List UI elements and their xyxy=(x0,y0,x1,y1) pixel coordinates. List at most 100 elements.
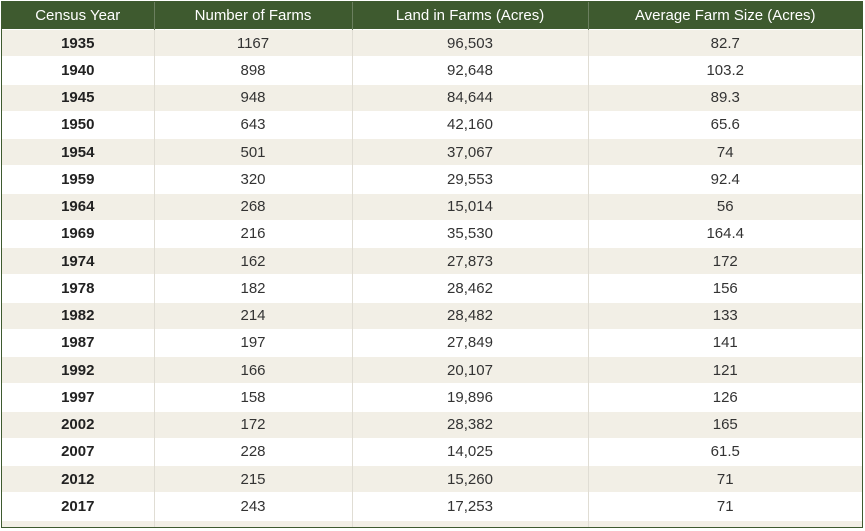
cell-number-of-farms: 214 xyxy=(154,301,353,330)
cell-number-of-farms: 197 xyxy=(154,328,353,357)
cell-number-of-farms: 162 xyxy=(154,246,353,275)
cell-average-farm-size: 74 xyxy=(588,137,862,166)
column-header-land-in-farms: Land in Farms (Acres) xyxy=(352,2,589,30)
cell-census-year: 1974 xyxy=(2,246,155,275)
table-row: 1982 214 28,482 133 xyxy=(2,301,862,330)
cell-number-of-farms: 243 xyxy=(154,492,353,520)
cell-number-of-farms: 172 xyxy=(154,410,353,439)
cell-census-year: 1959 xyxy=(2,165,155,193)
cell-average-farm-size: 172 xyxy=(588,246,862,275)
cell-average-farm-size: 133 xyxy=(588,301,862,330)
table-row: 1992 166 20,107 121 xyxy=(2,355,862,384)
cell-land-in-farms: 96,503 xyxy=(352,28,589,57)
table-row: 1935 1167 96,503 82.7 xyxy=(2,28,862,57)
cell-census-year: 1969 xyxy=(2,219,155,248)
cell-number-of-farms: 228 xyxy=(154,437,353,466)
table-row: 1969 216 35,530 164.4 xyxy=(2,219,862,248)
cell-land-in-farms: 35,530 xyxy=(352,219,589,248)
table-header: Census Year Number of Farms Land in Farm… xyxy=(2,2,862,30)
cell-average-farm-size: 164.4 xyxy=(588,219,862,248)
cell-number-of-farms: 166 xyxy=(154,355,353,384)
cell-number-of-farms: 320 xyxy=(154,165,353,193)
column-header-census-year: Census Year xyxy=(2,2,155,30)
cell-average-farm-size: 141 xyxy=(588,328,862,357)
cell-census-year: 1987 xyxy=(2,328,155,357)
cell-average-farm-size: 50 xyxy=(588,519,862,527)
cell-average-farm-size: 71 xyxy=(588,464,862,493)
cell-land-in-farms: 28,462 xyxy=(352,274,589,302)
cell-census-year: 1982 xyxy=(2,301,155,330)
cell-census-year: 1950 xyxy=(2,110,155,139)
table-row: 2002 172 28,382 165 xyxy=(2,410,862,439)
table-row: 2012 215 15,260 71 xyxy=(2,464,862,493)
cell-average-farm-size: 121 xyxy=(588,355,862,384)
cell-land-in-farms: 15,014 xyxy=(352,192,589,221)
table-row: 1987 197 27,849 141 xyxy=(2,328,862,357)
cell-average-farm-size: 65.6 xyxy=(588,110,862,139)
cell-average-farm-size: 165 xyxy=(588,410,862,439)
table-body: 1935 1167 96,503 82.7 1940 898 92,648 103.2 1945… xyxy=(2,28,862,527)
cell-number-of-farms: 158 xyxy=(154,383,353,411)
table-row: 1964 268 15,014 56 xyxy=(2,192,862,221)
cell-land-in-farms: 28,482 xyxy=(352,301,589,330)
header-row: Census Year Number of Farms Land in Farm… xyxy=(2,2,862,30)
cell-average-farm-size: 92.4 xyxy=(588,165,862,193)
cell-census-year: 1992 xyxy=(2,355,155,384)
cell-land-in-farms: 20,107 xyxy=(352,355,589,384)
table-row: 1954 501 37,067 74 xyxy=(2,137,862,166)
table-row: 1997 158 19,896 126 xyxy=(2,383,862,411)
cell-census-year: 1945 xyxy=(2,83,155,112)
cell-average-farm-size: 103.2 xyxy=(588,56,862,84)
cell-number-of-farms: 501 xyxy=(154,137,353,166)
cell-average-farm-size: 61.5 xyxy=(588,437,862,466)
cell-census-year: 1978 xyxy=(2,274,155,302)
cell-number-of-farms: 643 xyxy=(154,110,353,139)
table-row: 2017 243 17,253 71 xyxy=(2,492,862,520)
cell-land-in-farms: 28,382 xyxy=(352,410,589,439)
cell-land-in-farms: 17,253 xyxy=(352,492,589,520)
cell-land-in-farms: 19,896 xyxy=(352,383,589,411)
cell-number-of-farms: 268 xyxy=(154,192,353,221)
cell-census-year: 1935 xyxy=(2,28,155,57)
table-row: 202223111,51850 xyxy=(2,519,862,527)
cell-average-farm-size: 89.3 xyxy=(588,83,862,112)
cell-land-in-farms: 27,873 xyxy=(352,246,589,275)
cell-census-year: 1940 xyxy=(2,56,155,84)
cell-land-in-farms: 37,067 xyxy=(352,137,589,166)
table-row: 1978 182 28,462 156 xyxy=(2,274,862,302)
cell-number-of-farms: 898 xyxy=(154,56,353,84)
column-header-average-farm-size: Average Farm Size (Acres) xyxy=(588,2,862,30)
cell-number-of-farms: 182 xyxy=(154,274,353,302)
table-row: 1945 948 84,644 89.3 xyxy=(2,83,862,112)
table-row: 1950 643 42,160 65.6 xyxy=(2,110,862,139)
cell-land-in-farms: 27,849 xyxy=(352,328,589,357)
cell-land-in-farms: 42,160 xyxy=(352,110,589,139)
cell-number-of-farms: 216 xyxy=(154,219,353,248)
cell-land-in-farms: 15,260 xyxy=(352,464,589,493)
table-row: 1974 162 27,873 172 xyxy=(2,246,862,275)
cell-census-year: 1964 xyxy=(2,192,155,221)
cell-census-year: 2012 xyxy=(2,464,155,493)
cell-average-farm-size: 82.7 xyxy=(588,28,862,57)
cell-land-in-farms: 11,518 xyxy=(352,519,589,527)
cell-census-year: 2002 xyxy=(2,410,155,439)
cell-land-in-farms: 14,025 xyxy=(352,437,589,466)
cell-number-of-farms: 231 xyxy=(154,519,353,527)
cell-number-of-farms: 215 xyxy=(154,464,353,493)
cell-census-year: 2007 xyxy=(2,437,155,466)
cell-census-year: 1954 xyxy=(2,137,155,166)
cell-number-of-farms: 948 xyxy=(154,83,353,112)
cell-average-farm-size: 126 xyxy=(588,383,862,411)
cell-number-of-farms: 1167 xyxy=(154,28,353,57)
cell-average-farm-size: 56 xyxy=(588,192,862,221)
table-row: 1959 320 29,553 92.4 xyxy=(2,165,862,193)
table-row: 2007 228 14,025 61.5 xyxy=(2,437,862,466)
table-row: 1940 898 92,648 103.2 xyxy=(2,56,862,84)
cell-census-year: 2017 xyxy=(2,492,155,520)
cell-land-in-farms: 92,648 xyxy=(352,56,589,84)
cell-average-farm-size: 71 xyxy=(588,492,862,520)
cell-land-in-farms: 84,644 xyxy=(352,83,589,112)
cell-average-farm-size: 156 xyxy=(588,274,862,302)
